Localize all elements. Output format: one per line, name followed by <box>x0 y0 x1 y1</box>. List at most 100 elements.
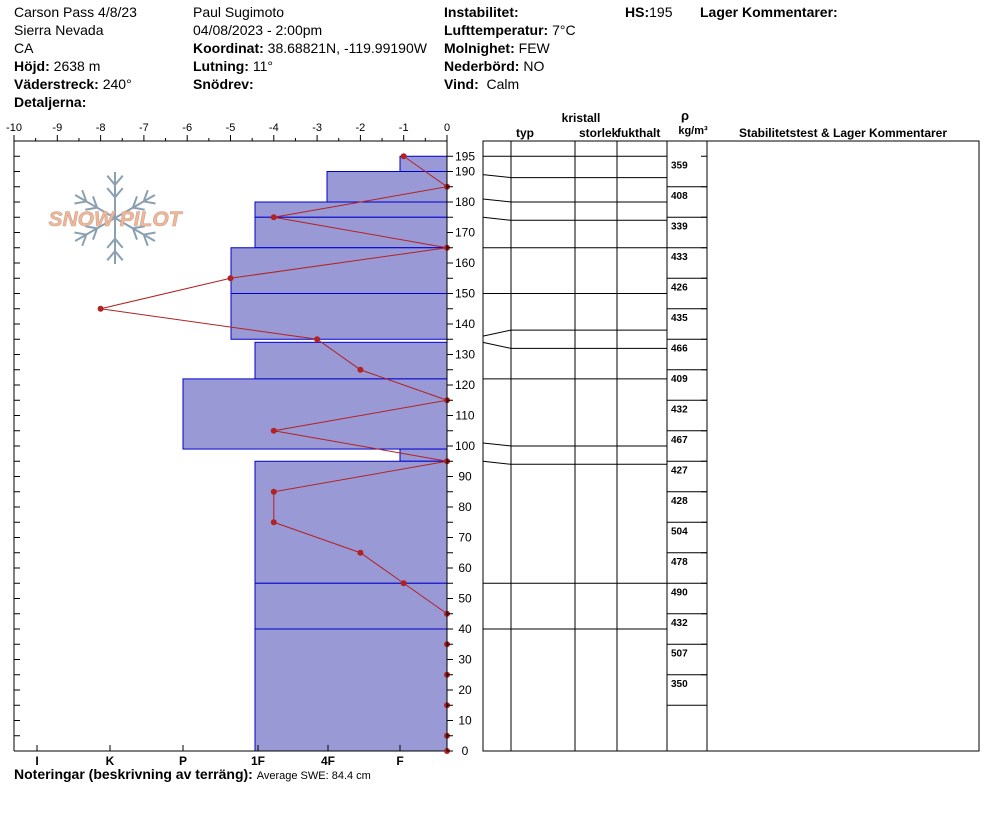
layer-boundary-line <box>482 442 667 447</box>
density-value: 339 <box>671 221 688 232</box>
hardness-bar <box>254 460 448 584</box>
hardness-tick-label: K <box>106 754 115 768</box>
temperature-tick-label: -4 <box>269 122 279 134</box>
depth-tick-label: 180 <box>455 195 475 209</box>
flake-branch <box>143 200 156 205</box>
depth-tick-label: 130 <box>455 348 475 362</box>
density-value: 466 <box>671 343 688 354</box>
slope: Lutning: 11° <box>193 57 273 75</box>
flake-branch <box>74 231 87 236</box>
hardness-tick-label: I <box>35 754 38 768</box>
depth-tick-label: 20 <box>458 683 472 697</box>
snowpilot-logo-text: SNOW PILOT <box>49 208 184 231</box>
depth-tick-label: 100 <box>455 439 475 453</box>
snowpilot-logo: SNOW PILOT <box>48 172 184 264</box>
snow-height: HS:195 <box>625 3 672 21</box>
temperature-point <box>357 366 364 373</box>
depth-tick-label: 190 <box>455 165 475 179</box>
drift-label: Snödrev: <box>193 76 254 92</box>
density-value: 507 <box>671 648 688 659</box>
depth-tick-label: 70 <box>458 531 472 545</box>
coordinates: Koordinat: 38.68821N, -119.99190W <box>193 39 427 57</box>
density-value: 435 <box>671 313 688 324</box>
layer-boundary-line <box>482 198 667 203</box>
depth-tick-label: 120 <box>455 378 475 392</box>
flake-branch <box>131 228 138 240</box>
notes: Noteringar (beskrivning av terräng): Ave… <box>14 766 371 782</box>
precip-label: Nederbörd: <box>444 58 520 74</box>
flake-branch <box>74 200 87 205</box>
temperature-point <box>270 427 277 434</box>
flake-branch <box>132 206 145 211</box>
depth-tick-label: 80 <box>458 500 472 514</box>
temperature-tick-label: -3 <box>312 122 322 134</box>
depth-tick-label: 160 <box>455 256 475 270</box>
flake-arm <box>114 217 156 242</box>
depth-tick-label: 40 <box>458 622 472 636</box>
temperature-tick-label: -7 <box>139 122 149 134</box>
location-name: Carson Pass 4/8/23 <box>14 4 137 20</box>
hardness-bar <box>230 247 448 294</box>
coord-value: 38.68821N, -119.99190W <box>267 40 427 56</box>
notes-label: Noteringar (beskrivning av terräng): <box>14 766 253 782</box>
density-value: 428 <box>671 496 688 507</box>
density-value: 433 <box>671 252 688 263</box>
rho-header: ρ <box>681 108 689 123</box>
flake-branch <box>131 196 138 208</box>
depth-tick-label: 110 <box>455 409 474 423</box>
aspect-value: 240° <box>102 76 132 92</box>
temperature-tick-label: -10 <box>6 122 22 134</box>
flake-branch <box>143 231 156 236</box>
instability-label: Instabilitet: <box>444 4 519 20</box>
sky-label: Molnighet: <box>444 40 515 56</box>
hardness-tick-label: F <box>396 754 403 768</box>
precip-value: NO <box>523 58 545 74</box>
hardness-tick-label: P <box>179 754 187 768</box>
temperature-tick-label: -8 <box>96 122 106 134</box>
layer-boundary-line <box>482 460 667 465</box>
hardness-bar <box>254 628 448 752</box>
slope-value: 11° <box>252 58 274 74</box>
temperature-tick-label: -1 <box>399 122 409 134</box>
wind-label: Vind: <box>444 76 479 92</box>
sky-cover: Molnighet: FEW <box>444 39 550 57</box>
hs-label: HS: <box>625 4 650 20</box>
density-value: 478 <box>671 557 688 568</box>
depth-tick-label: 90 <box>458 470 472 484</box>
flake-branch <box>142 234 149 247</box>
hardness-bar <box>254 201 448 218</box>
stability-header: Stabilitetstest & Lager Kommentarer <box>739 126 947 140</box>
layer-table-frame <box>482 140 980 752</box>
temperature-point <box>400 580 407 587</box>
hardness-bar <box>182 378 448 450</box>
hardness-bar <box>230 293 448 340</box>
depth-tick-label: 195 <box>455 149 475 163</box>
slope-label: Lutning: <box>193 58 249 74</box>
density-value: 490 <box>671 587 688 598</box>
wind-value: Calm <box>486 76 520 92</box>
hardness-bar <box>254 582 448 630</box>
temperature-point <box>314 336 321 343</box>
temperature-point <box>357 549 364 556</box>
hardness-bar <box>254 341 448 380</box>
depth-tick-label: 60 <box>458 561 472 575</box>
elevation: Höjd: 2638 m <box>14 57 100 75</box>
hardness-tick-label: 4F <box>321 754 335 768</box>
temperature-point <box>97 305 104 312</box>
flake-branch <box>114 238 124 249</box>
flake-branch <box>114 187 124 198</box>
density-value: 432 <box>671 404 688 415</box>
flake-branch <box>92 228 99 240</box>
density-value: 504 <box>671 526 688 537</box>
crystal-header: kristall <box>562 111 601 125</box>
temperature-point <box>227 275 234 282</box>
wind: Vind: Calm <box>444 75 519 93</box>
precipitation: Nederbörd: NO <box>444 57 544 75</box>
density-value: 359 <box>671 160 688 171</box>
flake-arm <box>74 194 116 219</box>
elevation-value: 2638 m <box>53 58 101 74</box>
temperature-tick-label: -6 <box>182 122 192 134</box>
moisture-header: fukthalt <box>617 126 660 140</box>
temperature-point <box>270 519 277 526</box>
temperature-tick-label: -2 <box>356 122 366 134</box>
